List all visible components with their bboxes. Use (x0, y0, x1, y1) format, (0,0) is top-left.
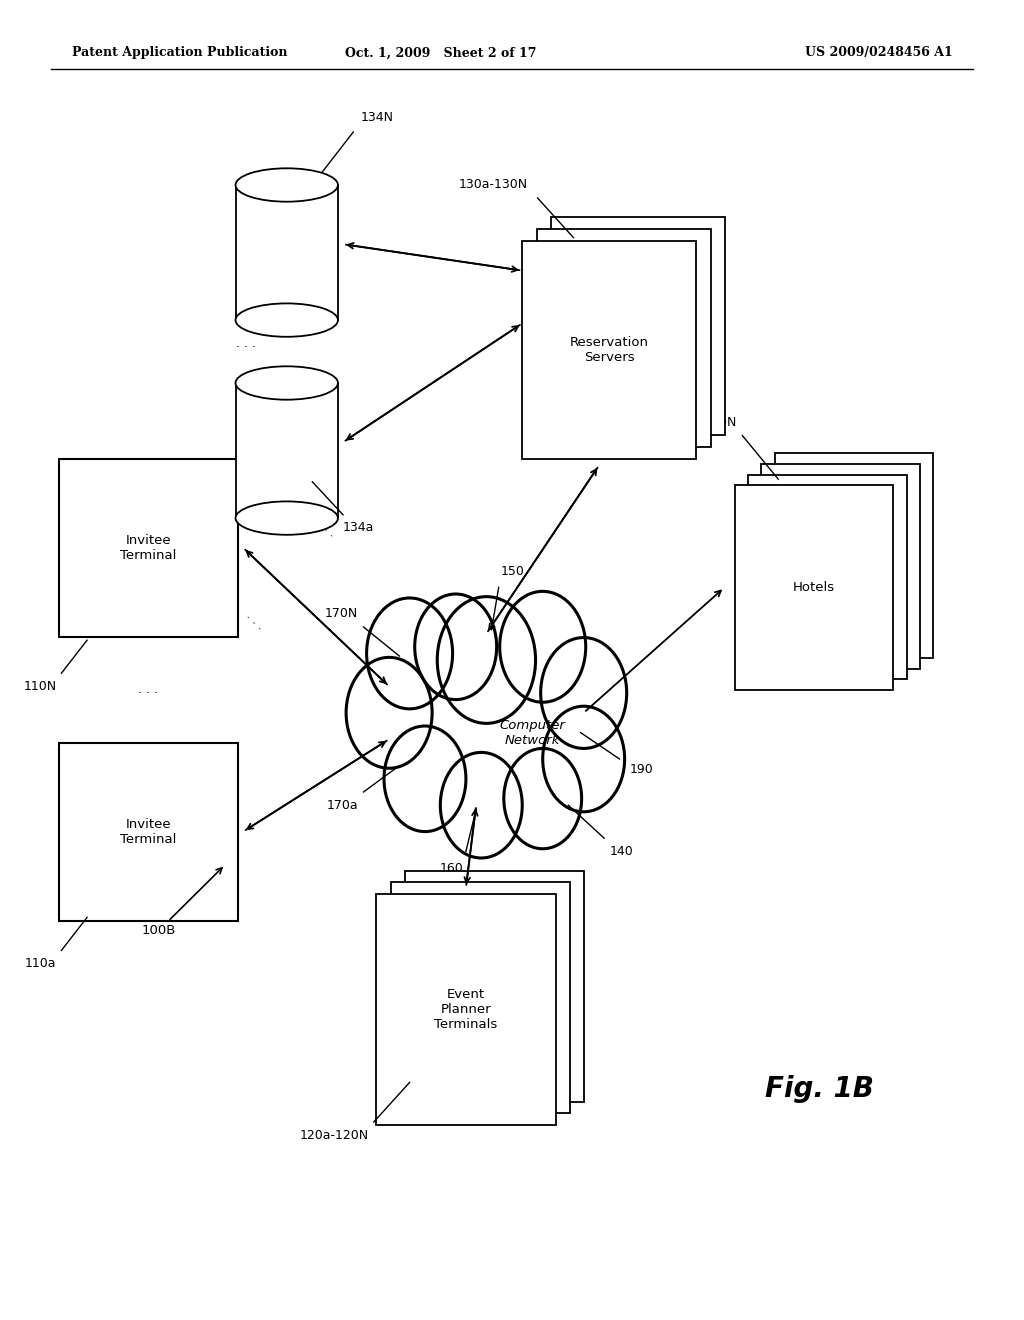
Circle shape (415, 594, 497, 700)
FancyBboxPatch shape (522, 242, 696, 459)
Circle shape (346, 657, 432, 768)
Ellipse shape (236, 304, 338, 337)
Text: 134N: 134N (360, 111, 393, 124)
Text: . . .: . . . (138, 684, 159, 696)
Circle shape (500, 591, 586, 702)
FancyBboxPatch shape (762, 463, 921, 668)
Text: 110N: 110N (24, 680, 56, 693)
Circle shape (440, 752, 522, 858)
Text: 134a: 134a (343, 521, 375, 535)
Circle shape (504, 748, 582, 849)
Text: 160: 160 (440, 862, 464, 875)
Text: Invitee
Terminal: Invitee Terminal (120, 817, 177, 846)
Circle shape (541, 638, 627, 748)
Bar (236, 383, 338, 517)
FancyBboxPatch shape (748, 474, 907, 678)
FancyBboxPatch shape (377, 895, 555, 1125)
Text: 170a: 170a (327, 799, 358, 812)
Text: 150: 150 (501, 565, 524, 578)
Circle shape (367, 598, 453, 709)
Text: Fig. 1B: Fig. 1B (765, 1074, 873, 1104)
Text: 110a: 110a (25, 957, 56, 970)
Text: Hotels: Hotels (793, 581, 836, 594)
FancyBboxPatch shape (735, 484, 893, 689)
Text: Oct. 1, 2009   Sheet 2 of 17: Oct. 1, 2009 Sheet 2 of 17 (344, 46, 537, 59)
FancyBboxPatch shape (391, 882, 569, 1114)
Ellipse shape (236, 168, 338, 202)
Text: . . .: . . . (316, 516, 339, 540)
FancyBboxPatch shape (406, 871, 584, 1101)
FancyBboxPatch shape (551, 216, 725, 436)
Text: 130a-130N: 130a-130N (458, 178, 527, 191)
Text: . . .: . . . (236, 337, 256, 350)
Text: Patent Application Publication: Patent Application Publication (72, 46, 287, 59)
Text: 170N: 170N (326, 607, 358, 620)
Circle shape (543, 706, 625, 812)
Text: . . .: . . . (245, 609, 267, 632)
Text: 100B: 100B (141, 867, 222, 937)
Ellipse shape (236, 502, 338, 535)
Bar (236, 185, 338, 321)
Text: US 2009/0248456 A1: US 2009/0248456 A1 (805, 46, 952, 59)
Text: Reservation
Servers: Reservation Servers (569, 335, 649, 364)
FancyBboxPatch shape (58, 459, 238, 638)
Text: Event
Planner
Terminals: Event Planner Terminals (434, 989, 498, 1031)
Ellipse shape (236, 366, 338, 400)
Text: 180a-180N: 180a-180N (668, 416, 737, 429)
Text: Computer
Network: Computer Network (500, 718, 565, 747)
Text: 120a-120N: 120a-120N (299, 1129, 369, 1142)
Circle shape (437, 597, 536, 723)
Text: 190: 190 (630, 763, 653, 776)
FancyBboxPatch shape (775, 453, 934, 657)
FancyBboxPatch shape (537, 230, 711, 446)
Text: Invitee
Terminal: Invitee Terminal (120, 533, 177, 562)
Circle shape (384, 726, 466, 832)
Text: 140: 140 (609, 845, 633, 858)
FancyBboxPatch shape (58, 742, 238, 921)
